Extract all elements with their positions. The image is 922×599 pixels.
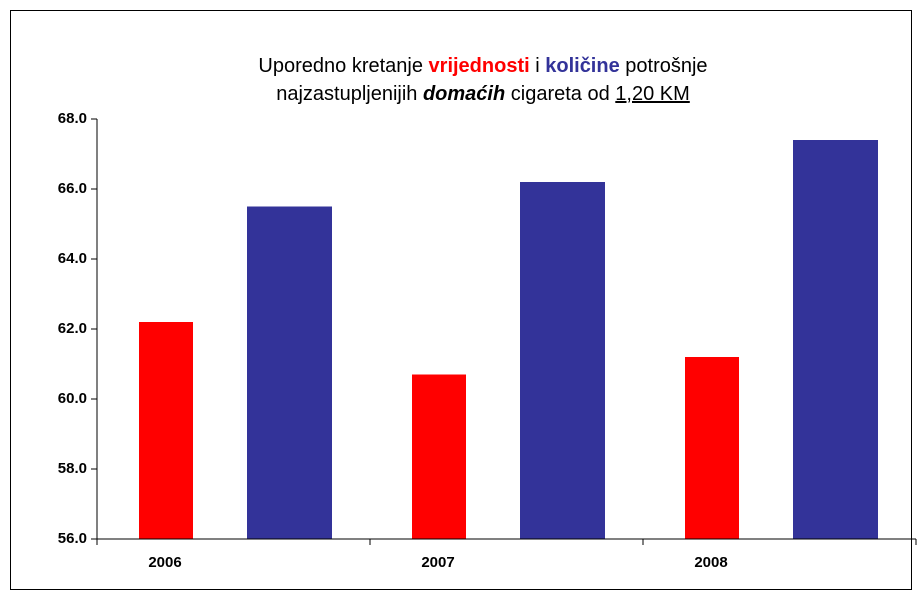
title-part: najzastupljenijih [276,83,423,105]
chart-title: najzastupljenijih domaćih cigareta od 1,… [276,83,690,105]
y-tick-label: 56.0 [58,530,87,547]
y-tick-label: 62.0 [58,320,87,337]
y-tick-label: 66.0 [58,180,87,197]
chart-title: Uporedno kretanje vrijednosti i količine… [258,55,707,77]
y-tick-label: 68.0 [58,110,87,127]
bar [412,374,466,539]
x-tick-label: 2006 [148,554,181,571]
title-part: Uporedno kretanje [258,55,428,77]
bar [139,322,193,539]
title-part: potrošnje [620,55,708,77]
bar [793,140,878,539]
bar [520,182,605,539]
x-tick-label: 2007 [421,554,454,571]
title-part: količine [545,55,619,77]
title-part: i [530,55,546,77]
title-part: cigareta od [505,83,615,105]
y-tick-label: 60.0 [58,390,87,407]
bar [247,206,332,539]
title-part: vrijednosti [429,55,530,77]
bar [685,357,739,539]
title-part: domaćih [423,83,505,105]
y-tick-label: 64.0 [58,250,87,267]
title-part: 1,20 KM [615,83,689,105]
y-tick-label: 58.0 [58,460,87,477]
x-tick-label: 2008 [694,554,727,571]
